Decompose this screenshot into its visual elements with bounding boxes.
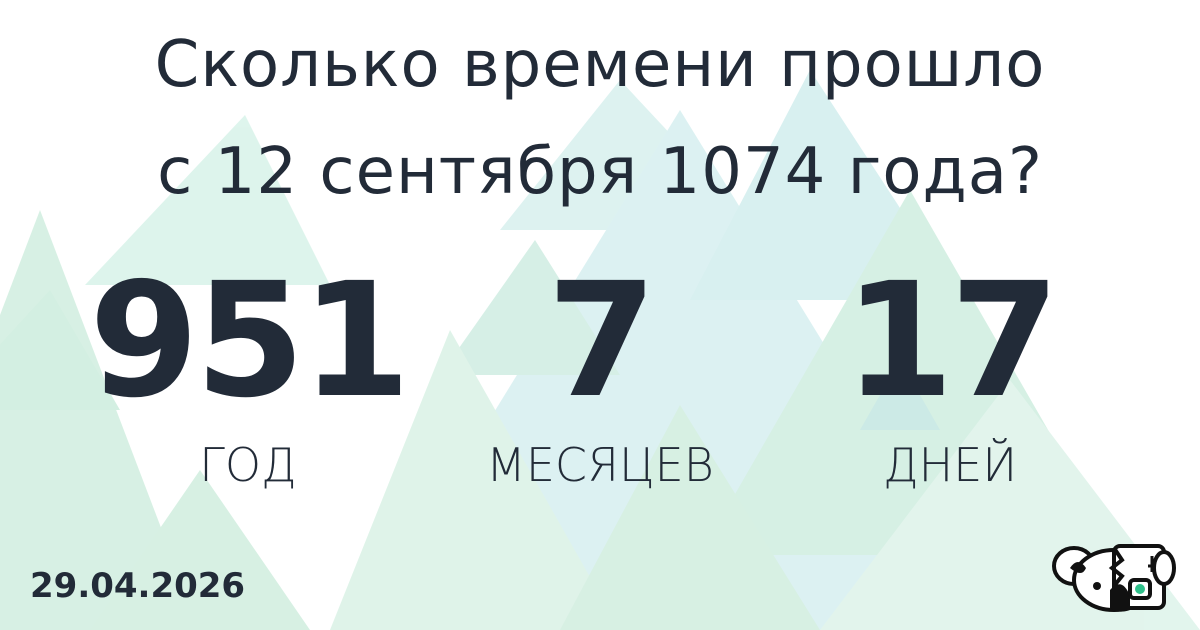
- current-date: 29.04.2026: [30, 566, 246, 606]
- months-label: МЕСЯЦЕВ: [486, 438, 714, 492]
- days-label: ДНЕЙ: [882, 438, 1018, 492]
- months-value: 7: [547, 249, 657, 433]
- days-value: 17: [844, 249, 1060, 433]
- years-value: 951: [89, 249, 411, 433]
- koala-robot-logo-icon: [1052, 544, 1176, 612]
- years-label: ГОД: [199, 438, 297, 492]
- page-title-line-2: с 12 сентября 1074 года?: [157, 135, 1043, 209]
- page-title-line-1: Сколько времени прошло: [154, 28, 1046, 102]
